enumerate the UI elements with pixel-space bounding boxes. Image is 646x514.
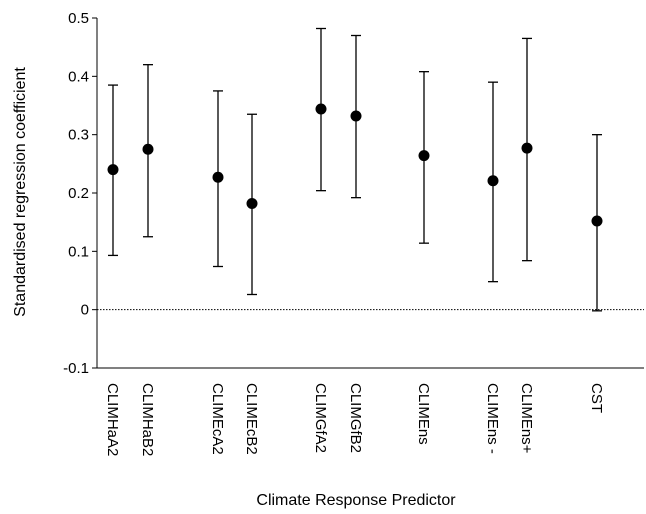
data-point-group bbox=[591, 134, 603, 312]
y-tick-label: 0 bbox=[81, 302, 89, 319]
x-category-label: CLIMEns bbox=[415, 383, 432, 445]
x-axis-category-labels: CLIMHaA2 CLIMHaB2 CLIMEcA2 CLIMEcB2 CLIMGfA2… bbox=[104, 383, 605, 456]
plot-area bbox=[96, 18, 644, 369]
y-tick-label: 0.3 bbox=[68, 127, 89, 144]
data-point bbox=[212, 171, 224, 183]
data-point bbox=[246, 198, 258, 209]
x-category-label: CLIMEcB2 bbox=[243, 383, 260, 455]
data-point-group bbox=[142, 64, 154, 238]
x-category-label: CLIMGfB2 bbox=[347, 383, 364, 453]
y-tick-label: 0.1 bbox=[68, 243, 89, 260]
x-category-label: CLIMGfA2 bbox=[312, 383, 329, 453]
data-point-group bbox=[212, 90, 224, 268]
data-point bbox=[418, 150, 430, 162]
y-tick-label: 0.5 bbox=[68, 10, 89, 27]
data-point bbox=[487, 175, 499, 187]
data-point bbox=[350, 110, 362, 122]
data-point-group bbox=[521, 37, 533, 262]
data-point-group bbox=[107, 84, 119, 257]
data-point bbox=[142, 143, 154, 155]
x-axis-title: Climate Response Predictor bbox=[256, 492, 456, 509]
data-point bbox=[521, 142, 533, 154]
x-category-label: CLIMHaA2 bbox=[104, 383, 121, 456]
data-point-group bbox=[315, 27, 327, 192]
y-axis-ticks: 0.5 0.4 0.3 0.2 0.1 0 -0.1 bbox=[63, 10, 97, 377]
y-tick-label: 0.4 bbox=[68, 68, 89, 85]
data-point-group bbox=[487, 81, 499, 283]
data-point bbox=[591, 215, 603, 227]
data-point-group bbox=[418, 71, 430, 244]
data-point-group bbox=[350, 34, 362, 199]
x-category-label: CLIMEns - bbox=[484, 383, 501, 454]
data-point-group bbox=[246, 113, 258, 296]
x-category-label: CLIMEns+ bbox=[518, 383, 535, 454]
x-category-label: CST bbox=[588, 383, 605, 413]
x-category-label: CLIMHaB2 bbox=[139, 383, 156, 456]
data-point bbox=[107, 164, 119, 176]
data-point bbox=[315, 103, 327, 115]
y-tick-label: 0.2 bbox=[68, 185, 89, 202]
y-axis-title: Standardised regression coefficient bbox=[12, 67, 29, 317]
x-category-label: CLIMEcA2 bbox=[209, 383, 226, 455]
y-tick-label: -0.1 bbox=[63, 360, 89, 377]
